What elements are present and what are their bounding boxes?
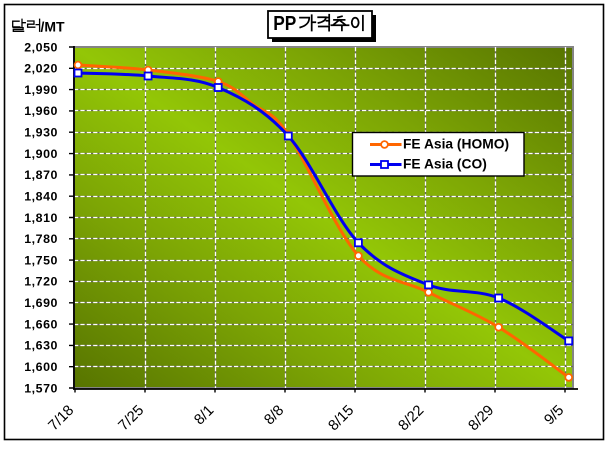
svg-text:1,750: 1,750 — [24, 253, 58, 267]
svg-text:1,870: 1,870 — [24, 168, 58, 182]
svg-text:/MT: /MT — [41, 18, 66, 34]
svg-text:1,900: 1,900 — [24, 147, 58, 161]
svg-text:1,720: 1,720 — [24, 275, 58, 289]
svg-text:1,600: 1,600 — [24, 360, 58, 374]
svg-text:FE Asia (CO): FE Asia (CO) — [403, 157, 487, 172]
svg-text:1,960: 1,960 — [24, 104, 58, 118]
svg-text:1,660: 1,660 — [24, 317, 58, 331]
svg-text:1,690: 1,690 — [24, 296, 58, 310]
svg-text:1,630: 1,630 — [24, 339, 58, 353]
svg-text:1,930: 1,930 — [24, 126, 58, 140]
svg-text:1,780: 1,780 — [24, 232, 58, 246]
svg-text:1,570: 1,570 — [24, 381, 58, 395]
svg-text:2,050: 2,050 — [24, 40, 58, 54]
svg-text:1,810: 1,810 — [24, 211, 58, 225]
svg-text:FE Asia (HOMO): FE Asia (HOMO) — [403, 137, 509, 152]
svg-text:PP: PP — [273, 13, 296, 36]
svg-text:2,020: 2,020 — [24, 62, 58, 76]
svg-text:1,840: 1,840 — [24, 190, 58, 204]
svg-text:1,990: 1,990 — [24, 83, 58, 97]
